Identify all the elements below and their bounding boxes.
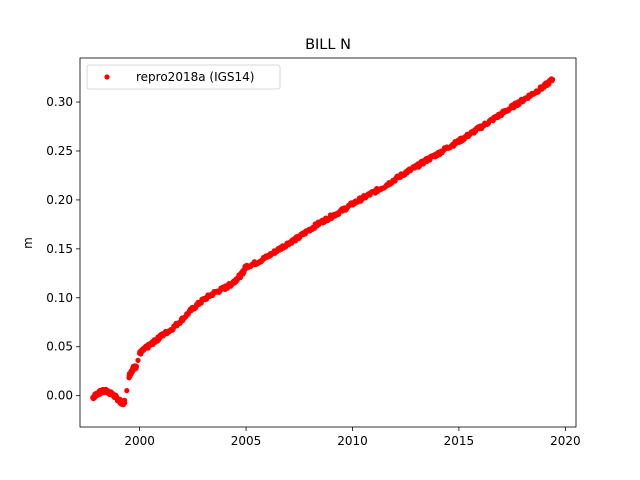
legend-label: repro2018a (IGS14) bbox=[136, 70, 254, 84]
y-axis-label: m bbox=[21, 237, 35, 249]
plot-area bbox=[79, 57, 577, 428]
chart-title: BILL N bbox=[305, 37, 351, 53]
x-tick-label: 2000 bbox=[124, 434, 155, 448]
x-tick-label: 2010 bbox=[337, 434, 368, 448]
axes-frame bbox=[79, 57, 577, 428]
y-tick-label: 0.15 bbox=[46, 242, 73, 256]
data-point bbox=[550, 76, 556, 83]
x-tick-label: 2005 bbox=[231, 434, 262, 448]
y-tick-label: 0.10 bbox=[46, 291, 73, 305]
y-tick-label: 0.30 bbox=[46, 95, 73, 109]
data-point bbox=[133, 364, 139, 370]
data-point bbox=[122, 400, 128, 406]
y-axis: 0.00 0.05 0.10 0.15 0.20 0.25 0.30 bbox=[46, 95, 80, 403]
legend: repro2018a (IGS14) bbox=[86, 64, 281, 90]
data-points bbox=[90, 76, 556, 408]
data-point bbox=[135, 357, 141, 363]
x-tick-label: 2015 bbox=[444, 434, 475, 448]
y-tick-label: 0.00 bbox=[46, 389, 73, 403]
y-tick-label: 0.25 bbox=[46, 144, 73, 158]
x-axis: 2000 2005 2010 2015 2020 bbox=[124, 427, 581, 448]
y-tick-label: 0.05 bbox=[46, 340, 73, 354]
legend-marker bbox=[104, 74, 110, 80]
data-point bbox=[124, 388, 130, 394]
legend-box bbox=[86, 64, 281, 90]
x-tick-label: 2020 bbox=[550, 434, 581, 448]
y-tick-label: 0.20 bbox=[46, 193, 73, 207]
